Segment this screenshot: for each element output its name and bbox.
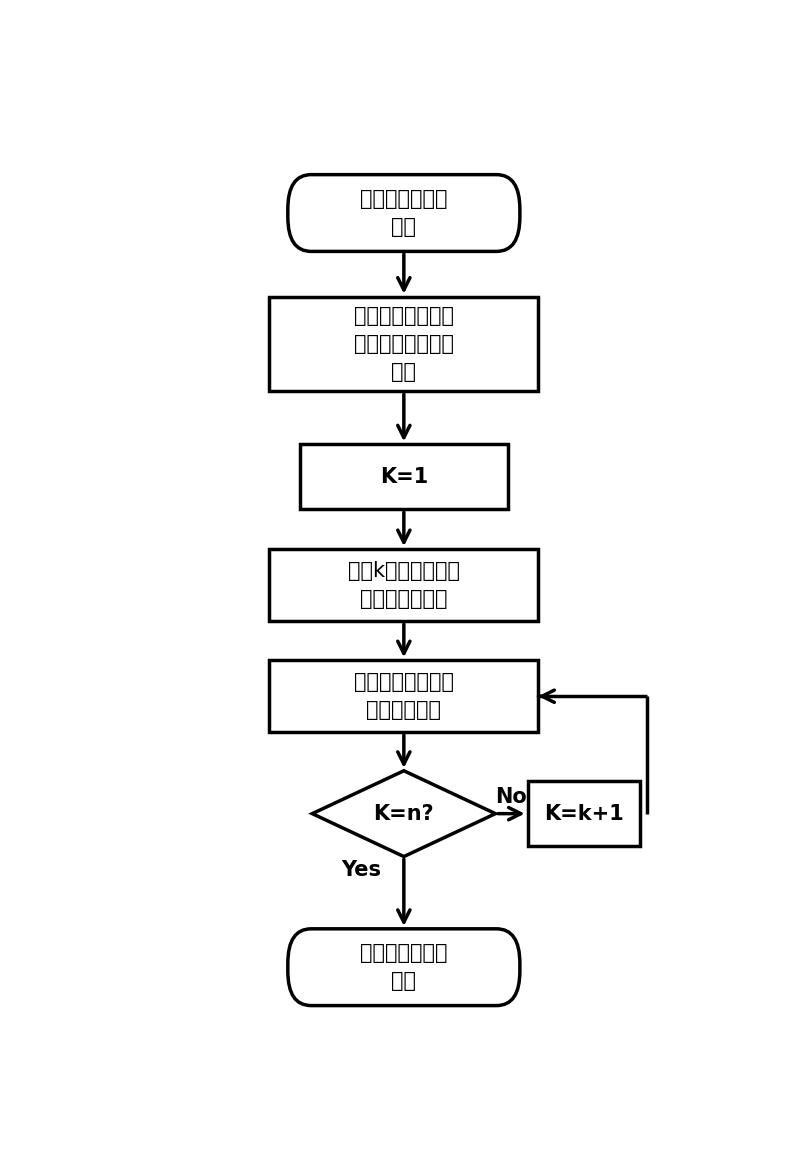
Bar (269, 660, 538, 732)
Text: 根据父亲节点信息
组建上层节点: 根据父亲节点信息 组建上层节点 (354, 672, 454, 720)
FancyBboxPatch shape (288, 929, 520, 1005)
FancyBboxPatch shape (288, 175, 520, 251)
Text: 构建分层故障树
开始: 构建分层故障树 开始 (360, 189, 448, 237)
Text: K=n?: K=n? (374, 804, 434, 823)
Text: 从第k层数组开始，
构建分层故障树: 从第k层数组开始， 构建分层故障树 (348, 561, 460, 609)
Bar (269, 297, 538, 392)
Text: K=1: K=1 (380, 467, 428, 487)
Bar (269, 549, 538, 622)
Text: K=k+1: K=k+1 (545, 804, 624, 823)
Bar (527, 781, 641, 846)
Text: 先根遍历故障树，
分层保存节点到数
组中: 先根遍历故障树， 分层保存节点到数 组中 (354, 306, 454, 382)
Bar (300, 445, 507, 509)
Text: No: No (496, 787, 527, 807)
Polygon shape (312, 771, 496, 856)
Text: 构建分层故障树
完毕: 构建分层故障树 完毕 (360, 943, 448, 991)
Text: Yes: Yes (341, 860, 381, 880)
